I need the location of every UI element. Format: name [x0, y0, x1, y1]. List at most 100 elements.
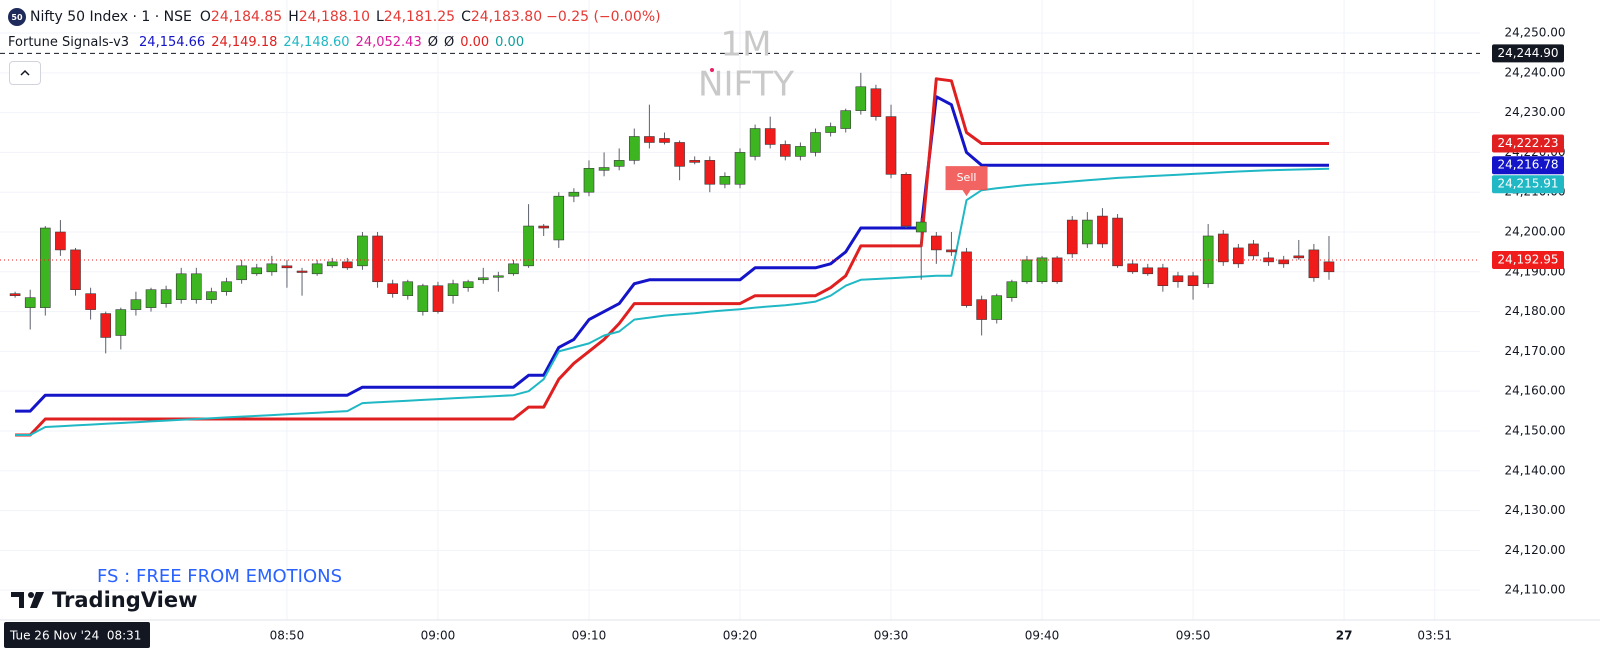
candle-body — [372, 235, 383, 283]
candle-body — [795, 146, 806, 157]
candle-body — [946, 249, 957, 253]
price-tag — [1492, 251, 1564, 270]
y-tick-label: 24,140.00 — [1504, 463, 1565, 477]
price-tag — [1492, 134, 1564, 153]
ohlc-item: L24,181.25 — [376, 9, 455, 25]
candle-body — [674, 142, 685, 167]
indicator-value: Ø — [443, 35, 455, 50]
candle-body — [1112, 217, 1123, 267]
candle-body — [719, 175, 731, 185]
y-tick-label: 24,150.00 — [1504, 423, 1565, 437]
candle-body — [568, 191, 580, 197]
candle-body — [1036, 257, 1048, 283]
candle-body — [523, 225, 534, 267]
candle-body — [538, 225, 549, 229]
indicator-title: Fortune Signals-v3 — [8, 35, 130, 50]
candle-body — [780, 144, 791, 157]
price-tag-label: 24,192.95 — [1497, 253, 1558, 267]
ohlc-item: H24,188.10 — [288, 9, 370, 25]
candle-body — [24, 297, 36, 308]
y-tick-label: 24,120.00 — [1504, 543, 1565, 557]
candle-body — [477, 277, 489, 281]
candle-body — [1127, 263, 1138, 273]
change: −0.25 (−0.00%) — [546, 9, 661, 25]
candle-body — [1006, 281, 1018, 298]
candle-body — [508, 263, 519, 275]
candle-body — [266, 263, 278, 273]
overlay: Sell — [0, 52, 1480, 261]
ohlc-key: H — [288, 9, 299, 25]
candle-body — [55, 231, 66, 251]
indicator-line — [15, 167, 1330, 436]
candle-body — [613, 160, 625, 167]
candle-body — [628, 136, 640, 161]
candle-body — [281, 265, 293, 269]
x-tick-label: 09:20 — [723, 629, 758, 643]
candle-body — [1066, 219, 1078, 255]
candle-body — [85, 293, 96, 310]
candle-body — [1082, 219, 1093, 245]
candle-body — [1248, 243, 1259, 257]
candle-body — [1172, 275, 1184, 283]
symbol-icon: 50 — [8, 8, 26, 26]
ohlc-key: O — [199, 9, 211, 25]
indicator-value: 0.00 — [495, 35, 525, 50]
y-tick-label: 24,200.00 — [1504, 225, 1565, 239]
y-tick-label: 24,180.00 — [1504, 304, 1565, 318]
indicator-values: 24,154.66 24,149.18 24,148.60 24,052.43 Ø Ø 0.… — [139, 35, 524, 50]
ohlc-value: 24,184.85 — [210, 9, 283, 25]
candle-body — [1233, 247, 1244, 265]
candle-body — [130, 299, 142, 310]
tagline: FS : FREE FROM EMOTIONS — [97, 566, 342, 587]
candle-body — [1217, 233, 1229, 263]
signal-box — [945, 166, 988, 197]
candle-body — [840, 110, 852, 129]
candle-body — [387, 283, 398, 294]
candle-body — [1097, 215, 1108, 245]
signal-label: Sell — [957, 171, 977, 184]
candle-body — [417, 285, 429, 312]
price-tag — [1492, 44, 1564, 63]
candle-body — [1051, 257, 1063, 283]
candle-body — [311, 263, 323, 275]
price-tag-label: 24,222.23 — [1497, 136, 1558, 150]
y-tick-label: 24,160.00 — [1504, 384, 1565, 398]
candle-body — [976, 299, 987, 320]
ohlc: O24,184.85 H24,188.10 L24,181.25 C24,183.80 — [200, 9, 542, 25]
candle-body — [357, 235, 368, 267]
candle-body — [991, 295, 1003, 320]
candle-body — [296, 270, 308, 273]
collapse-button[interactable] — [9, 61, 41, 85]
watermark-interval: 1M — [721, 25, 772, 65]
candle-body — [493, 275, 504, 278]
candle-body — [251, 267, 263, 275]
x-tick-label: 09:00 — [421, 629, 456, 643]
candle-body — [160, 289, 172, 304]
candles — [9, 72, 1335, 354]
candle-body — [749, 128, 761, 157]
candle-body — [70, 249, 81, 291]
axes: 24,110.00 24,120.00 24,130.00 24,140.00 24,1… — [270, 26, 1566, 643]
candle-body — [9, 293, 21, 296]
chevron — [20, 69, 30, 76]
indicator-value: 0.00 — [460, 35, 490, 50]
ohlc-key: L — [375, 9, 384, 25]
ohlc-value: 24,181.25 — [383, 9, 456, 25]
indicator-value: 24,148.60 — [283, 35, 350, 50]
candle-body — [810, 132, 821, 153]
ohlc-value: 24,188.10 — [298, 9, 370, 25]
candle-body — [583, 168, 595, 193]
crosshair-box — [4, 622, 150, 648]
candle-body — [659, 138, 670, 143]
x-tick-label: 27 — [1336, 629, 1353, 643]
crosshair-label: Tue 26 Nov '24 08:31 — [9, 629, 141, 643]
candle-body — [598, 167, 610, 171]
candle-body — [1142, 267, 1154, 275]
indicator-line — [15, 95, 1329, 413]
indicator-lines — [15, 77, 1330, 437]
candle-body — [342, 261, 353, 269]
candle-body — [900, 174, 912, 227]
price-tag-label: 24,244.90 — [1497, 46, 1558, 60]
